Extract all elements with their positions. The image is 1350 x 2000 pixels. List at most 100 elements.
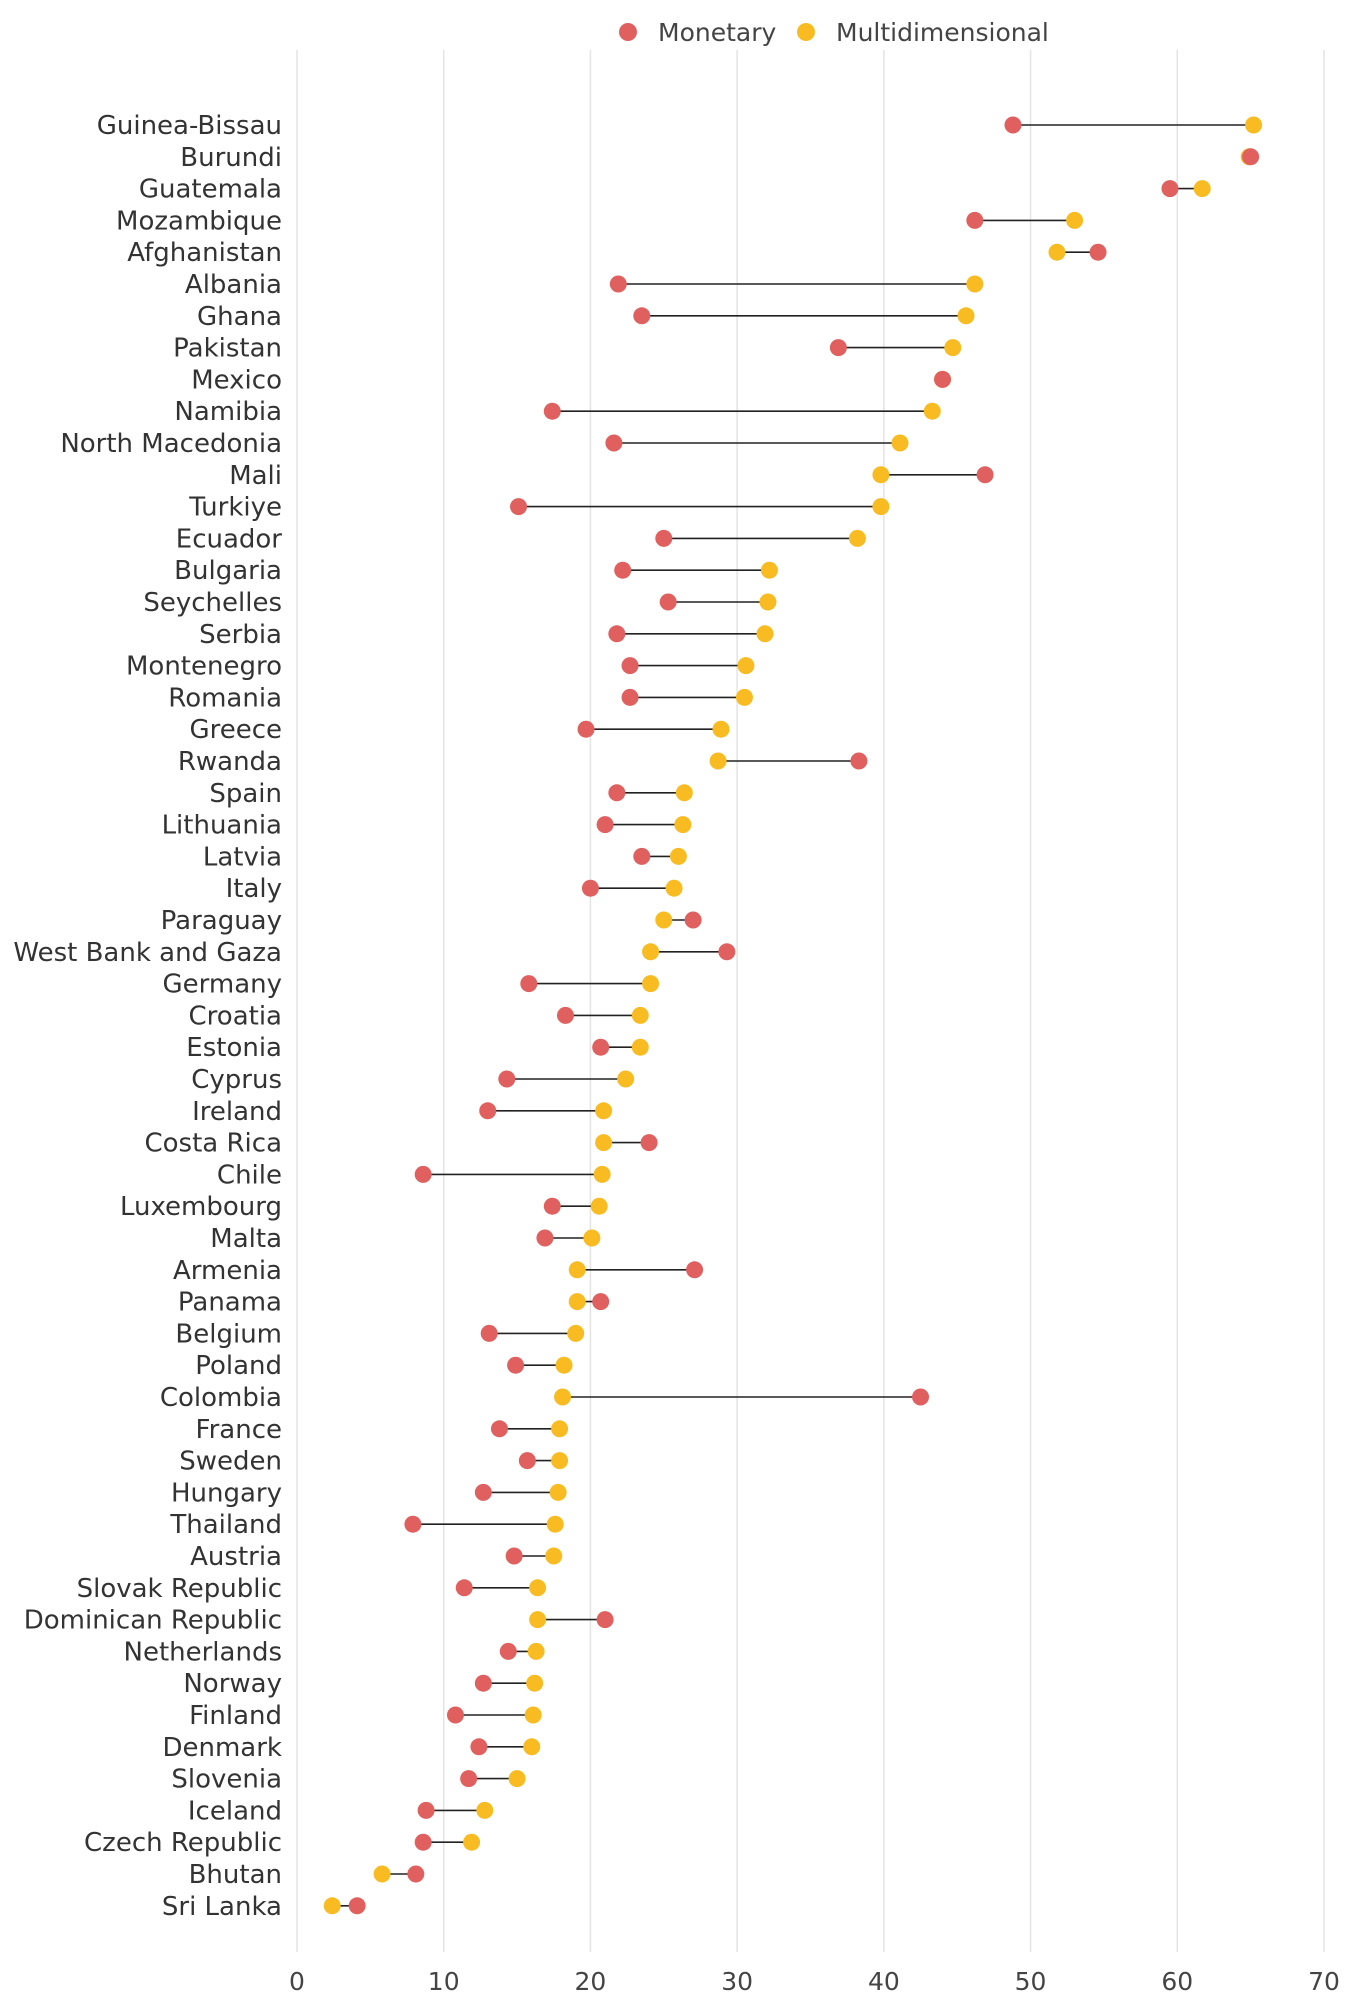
point-monetary [474, 1483, 492, 1501]
point-monetary [404, 1515, 422, 1533]
point-multidimensional [966, 275, 984, 293]
point-multidimensional [551, 1452, 569, 1470]
legend-swatch-multidimensional [797, 23, 815, 41]
legend-label-monetary: Monetary [658, 18, 776, 47]
category-label: Pakistan [173, 334, 282, 364]
point-multidimensional [551, 1420, 569, 1438]
point-monetary [474, 1674, 492, 1692]
category-label: Lithuania [162, 811, 282, 841]
category-label: Denmark [162, 1733, 282, 1763]
category-label: West Bank and Gaza [13, 938, 282, 968]
x-tick-label: 60 [1161, 1967, 1193, 1996]
x-tick-label: 40 [868, 1967, 900, 1996]
x-tick-label: 20 [575, 1967, 607, 1996]
point-monetary [621, 657, 639, 675]
point-monetary [520, 975, 538, 993]
category-label: Ecuador [176, 524, 283, 554]
point-monetary [1004, 116, 1022, 134]
point-multidimensional [872, 498, 890, 516]
category-label: Ghana [197, 302, 282, 332]
point-monetary [543, 1197, 561, 1215]
point-multidimensional [709, 752, 727, 770]
category-label: Belgium [175, 1319, 282, 1349]
point-monetary [640, 1134, 658, 1152]
category-label: Chile [217, 1160, 282, 1190]
point-monetary [614, 561, 632, 579]
category-label: Hungary [171, 1478, 282, 1508]
point-monetary [479, 1102, 497, 1120]
point-multidimensional [527, 1642, 545, 1660]
point-monetary [605, 434, 623, 452]
category-label: Thailand [169, 1510, 282, 1540]
point-multidimensional [1066, 211, 1084, 229]
point-monetary [499, 1642, 517, 1660]
point-multidimensional [546, 1515, 564, 1533]
point-monetary [1242, 148, 1260, 166]
point-monetary [577, 720, 595, 738]
point-multidimensional [760, 561, 778, 579]
point-multidimensional [595, 1102, 613, 1120]
point-monetary [684, 911, 702, 929]
category-labels: Guinea-BissauBurundiGuatemalaMozambiqueA… [13, 111, 282, 1922]
category-label: Netherlands [124, 1637, 283, 1667]
x-tick-label: 10 [428, 1967, 460, 1996]
point-multidimensional [476, 1801, 494, 1819]
point-multidimensional [526, 1674, 544, 1692]
point-monetary [470, 1738, 488, 1756]
point-monetary [414, 1165, 432, 1183]
point-multidimensional [524, 1706, 542, 1724]
point-monetary [829, 339, 847, 357]
point-multidimensional [675, 784, 693, 802]
category-label: Rwanda [178, 747, 282, 777]
point-monetary [407, 1865, 425, 1883]
point-monetary [556, 1006, 574, 1024]
point-monetary [498, 1070, 516, 1088]
point-monetary [455, 1579, 473, 1597]
category-label: Namibia [174, 397, 282, 427]
legend-swatch-monetary [619, 23, 637, 41]
category-label: Paraguay [161, 906, 282, 936]
point-multidimensional [595, 1134, 613, 1152]
x-tick-label: 50 [1015, 1967, 1047, 1996]
point-monetary [490, 1420, 508, 1438]
point-multidimensional [463, 1833, 481, 1851]
category-label: Poland [195, 1351, 282, 1381]
category-label: Luxembourg [120, 1192, 282, 1222]
point-multidimensional [848, 529, 866, 547]
point-multidimensional [737, 657, 755, 675]
category-label: Finland [189, 1701, 282, 1731]
x-tick-label: 70 [1308, 1967, 1340, 1996]
point-multidimensional [1245, 116, 1263, 134]
category-label: Guinea-Bissau [97, 111, 282, 141]
category-label: Cyprus [191, 1065, 282, 1095]
category-label: Estonia [186, 1033, 282, 1063]
category-label: Iceland [188, 1796, 282, 1826]
point-multidimensional [735, 688, 753, 706]
legend: Monetary Multidimensional [619, 18, 1049, 47]
category-label: Guatemala [139, 175, 282, 205]
point-monetary [608, 784, 626, 802]
point-monetary [414, 1833, 432, 1851]
category-label: Slovenia [171, 1765, 282, 1795]
point-multidimensional [891, 434, 909, 452]
point-monetary [348, 1897, 366, 1915]
category-label: Turkiye [188, 493, 282, 523]
category-label: Serbia [199, 620, 282, 650]
category-label: Austria [190, 1542, 282, 1572]
point-monetary [507, 1356, 525, 1374]
category-label: Greece [189, 715, 282, 745]
category-label: Burundi [180, 143, 282, 173]
point-multidimensional [669, 847, 687, 865]
category-label: Latvia [203, 842, 282, 872]
point-multidimensional [712, 720, 730, 738]
point-multidimensional [674, 816, 692, 834]
category-label: Bulgaria [174, 556, 282, 586]
category-label: Panama [178, 1288, 282, 1318]
point-monetary [633, 847, 651, 865]
data-points [323, 116, 1263, 1915]
point-multidimensional [756, 625, 774, 643]
category-label: Albania [185, 270, 282, 300]
category-label: Spain [209, 779, 282, 809]
point-monetary [608, 625, 626, 643]
